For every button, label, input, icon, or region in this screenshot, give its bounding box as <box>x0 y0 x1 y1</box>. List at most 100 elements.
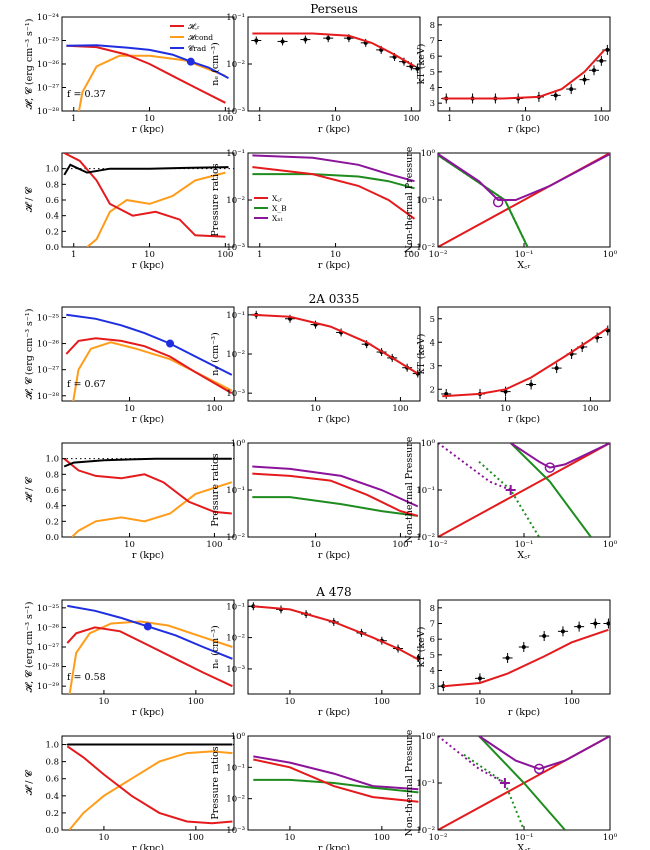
heating-ratio-panel: 0.0 0.2 0.4 0.6 0.8 1.0 10 100 𝓗 / 𝓒 r (kpc) <box>24 735 235 850</box>
xcr-curve <box>252 472 419 517</box>
y-tick-label: 10⁻²⁶ <box>37 340 60 350</box>
x-tick-label: 100 <box>564 697 580 707</box>
nonthermal-pressure-panel: 10⁻² 10⁻¹ 10⁰ 10⁻² 10⁻¹ 10⁰ Non-thermal Pressu… <box>404 729 618 850</box>
x-tick-label: 10⁻² <box>429 833 448 843</box>
y-tick-label: 0.0 <box>45 533 59 543</box>
f-parameter-label: f = 0.58 <box>67 672 106 683</box>
heating-ratio-panel: 0.0 0.2 0.4 0.6 0.8 1.0 1 10 100 𝓗 / 𝓒 r (kpc) <box>24 152 235 271</box>
nt-pressure-curve <box>438 153 610 201</box>
xcr-curve <box>253 758 419 803</box>
cr-heating-curve <box>65 337 233 395</box>
b-pressure-line <box>509 443 592 537</box>
cluster-title: Perseus <box>310 2 358 16</box>
y-tick-label: 6 <box>430 52 435 62</box>
y-tick-label: 0.6 <box>45 775 59 785</box>
x-tick-label: 10 <box>520 114 531 124</box>
data-point <box>415 66 420 71</box>
y-tick-label: 0.6 <box>45 486 59 496</box>
y-tick-label: 10⁻² <box>226 634 245 644</box>
legend-label: 𝓗꜀ᵣ <box>188 22 200 31</box>
x-tick-label: 1 <box>71 114 76 124</box>
y-axis-label: 𝓗, 𝓒 (erg cm⁻³ s⁻¹) <box>24 19 35 110</box>
y-tick-label: 4 <box>430 84 435 94</box>
cr-pressure-line <box>438 443 610 537</box>
cluster-group-2: A 478 <box>315 585 351 599</box>
axes-frame <box>247 306 421 402</box>
x-tick-label: 1 <box>257 250 262 260</box>
b-pressure-dotted <box>438 154 529 247</box>
cr-heating-curve <box>66 626 233 688</box>
x-tick-label: 100 <box>188 833 204 843</box>
y-tick-label: 3 <box>430 362 435 372</box>
x-tick-label: 10 <box>500 404 511 414</box>
data-point <box>521 645 526 649</box>
x-axis-label: X꜀ᵣ <box>517 260 530 271</box>
y-tick-label: 10⁻²⁶ <box>37 60 60 70</box>
xb-curve <box>252 173 415 190</box>
y-tick-label: 0.0 <box>45 243 59 253</box>
legend-heating-cooling: 𝓗꜀ᵣ 𝓗cond 𝓒rad <box>170 22 213 53</box>
y-axis-label: 𝓗 / 𝓒 <box>24 185 35 212</box>
y-tick-label: 10⁻³ <box>226 389 245 399</box>
x-tick-label: 10 <box>124 404 135 414</box>
y-tick-label: 1.0 <box>45 165 59 175</box>
conduction-curve <box>72 341 233 401</box>
y-axis-label: Non-thermal Pressure <box>404 436 415 543</box>
y-tick-label: 7 <box>430 37 435 47</box>
radius-marker <box>186 57 195 66</box>
y-tick-label: 0.2 <box>45 227 59 237</box>
plot-area <box>62 153 234 247</box>
xnt-curve <box>253 755 419 791</box>
x-tick-label: 1 <box>257 114 262 124</box>
x-tick-label: 10 <box>99 697 110 707</box>
plot-area <box>62 743 234 830</box>
data-point <box>444 391 449 396</box>
plot-area <box>65 313 233 401</box>
y-axis-label: kT (keV) <box>416 627 427 668</box>
y-tick-label: 10⁻²⁵ <box>37 313 60 323</box>
y-tick-label: 10⁻¹ <box>226 13 245 23</box>
y-tick-label: 10⁰ <box>231 732 246 742</box>
data-point <box>606 621 610 626</box>
heating-cooling-panel: 10⁻²⁹ 10⁻²⁸ 10⁻²⁷ 10⁻²⁶ 10⁻²⁵ 10 100 𝓗, 𝓒 (erg … <box>24 599 235 718</box>
axes-frame <box>61 735 235 831</box>
x-tick-label: 10⁰ <box>603 833 618 843</box>
y-tick-label: 10⁰ <box>421 439 436 449</box>
heating-cooling-panel: 10⁻²⁸ 10⁻²⁷ 10⁻²⁶ 10⁻²⁵ 10⁻²⁴ 1 10 100 𝓗, 𝓒 (erg… <box>24 13 235 135</box>
x-tick-label: 10⁻² <box>429 250 448 260</box>
y-tick-label: 0.8 <box>45 758 59 768</box>
y-tick-label: 8 <box>430 604 435 614</box>
y-tick-label: 0.2 <box>45 517 59 527</box>
density-panel: 10⁻³ 10⁻² 10⁻¹ 10 100 nₑ (cm⁻³) r (kpc) <box>210 599 421 718</box>
x-axis-label: r (kpc) <box>318 550 350 561</box>
x-axis-label: r (kpc) <box>318 124 350 135</box>
y-tick-label: 4 <box>430 338 435 348</box>
minimum-marker <box>492 196 504 208</box>
legend-label: 𝓗cond <box>188 33 213 42</box>
xnt-curve <box>252 154 415 183</box>
y-tick-label: 4 <box>430 667 435 677</box>
x-tick-label: 10 <box>310 540 321 550</box>
data-point <box>593 621 598 626</box>
conduction-curve <box>68 620 233 694</box>
data-point <box>592 68 597 73</box>
temperature-model-curve <box>442 327 609 398</box>
x-axis-label: r (kpc) <box>132 707 164 718</box>
y-tick-label: 10⁻² <box>226 60 245 70</box>
plot-area <box>441 325 610 399</box>
data-point <box>303 37 308 42</box>
legend-label: Xₙₜ <box>272 214 283 223</box>
density-panel: 10⁻³ 10⁻² 10⁻¹ 1 10 100 nₑ (cm⁻³) r (kpc) <box>210 13 421 135</box>
plot-area <box>438 618 610 692</box>
b-pressure-line <box>438 154 529 247</box>
y-axis-label: Pressure ratios <box>210 163 221 236</box>
cross-marker <box>499 778 510 788</box>
x-tick-label: 10 <box>285 833 296 843</box>
x-axis-label: r (kpc) <box>132 260 164 271</box>
x-axis-label: r (kpc) <box>508 124 540 135</box>
y-tick-label: 10⁻² <box>226 350 245 360</box>
y-tick-label: 5 <box>430 651 435 661</box>
y-tick-label: 10⁻² <box>226 795 245 805</box>
y-tick-label: 0.6 <box>45 196 59 206</box>
x-tick-label: 100 <box>403 114 419 124</box>
